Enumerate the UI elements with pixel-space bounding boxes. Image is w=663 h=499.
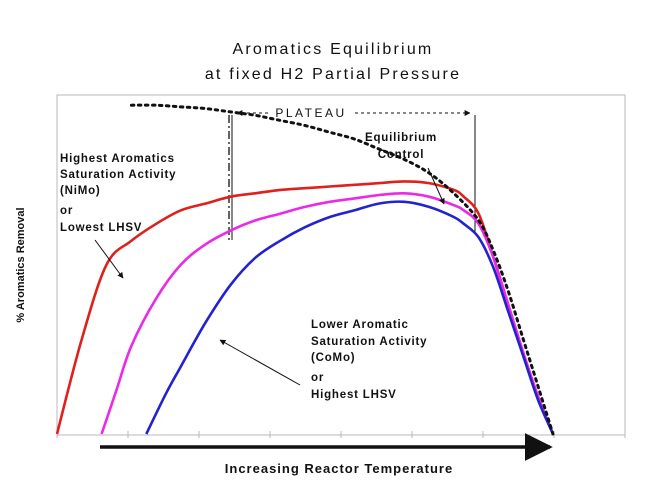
chart-title-line-1: Aromatics Equilibrium xyxy=(233,41,434,58)
x-axis-label: Increasing Reactor Temperature xyxy=(225,461,453,476)
series-line-3 xyxy=(129,103,555,436)
y-axis-label: % Aromatics Removal xyxy=(15,207,27,322)
lower-arrow xyxy=(219,339,301,386)
highest-label-line-2: Saturation Activity xyxy=(60,169,176,181)
lower-label-line-5: Highest LHSV xyxy=(311,389,397,401)
highest-label-line-3: (NiMo) xyxy=(60,185,101,197)
plot-frame xyxy=(56,94,626,436)
lower-label-line-2: Saturation Activity xyxy=(311,336,427,348)
plateau-label: PLATEAU xyxy=(275,106,346,120)
series-line-0 xyxy=(55,180,555,435)
lower-label-line-3: (CoMo) xyxy=(311,352,355,364)
highest-label-line-4: or xyxy=(60,205,73,217)
equilibrium-label-line-1: Equilibrium xyxy=(365,132,437,144)
lower-label-line-1: Lower Aromatic xyxy=(311,319,409,331)
series-group xyxy=(55,103,555,436)
chart-title-line-2: at fixed H2 Partial Pressure xyxy=(205,66,461,83)
series-line-1 xyxy=(100,191,555,435)
equilibrium-arrow xyxy=(427,167,445,205)
x-ticks xyxy=(56,431,626,438)
lower-label-line-4: or xyxy=(311,372,324,384)
highest-label-line-1: Highest Aromatics xyxy=(60,153,175,165)
equilibrium-label-line-2: Control xyxy=(378,149,424,161)
highest-label-line-5: Lowest LHSV xyxy=(60,222,142,234)
highest-arrow xyxy=(94,239,124,279)
series-line-2 xyxy=(145,200,555,435)
